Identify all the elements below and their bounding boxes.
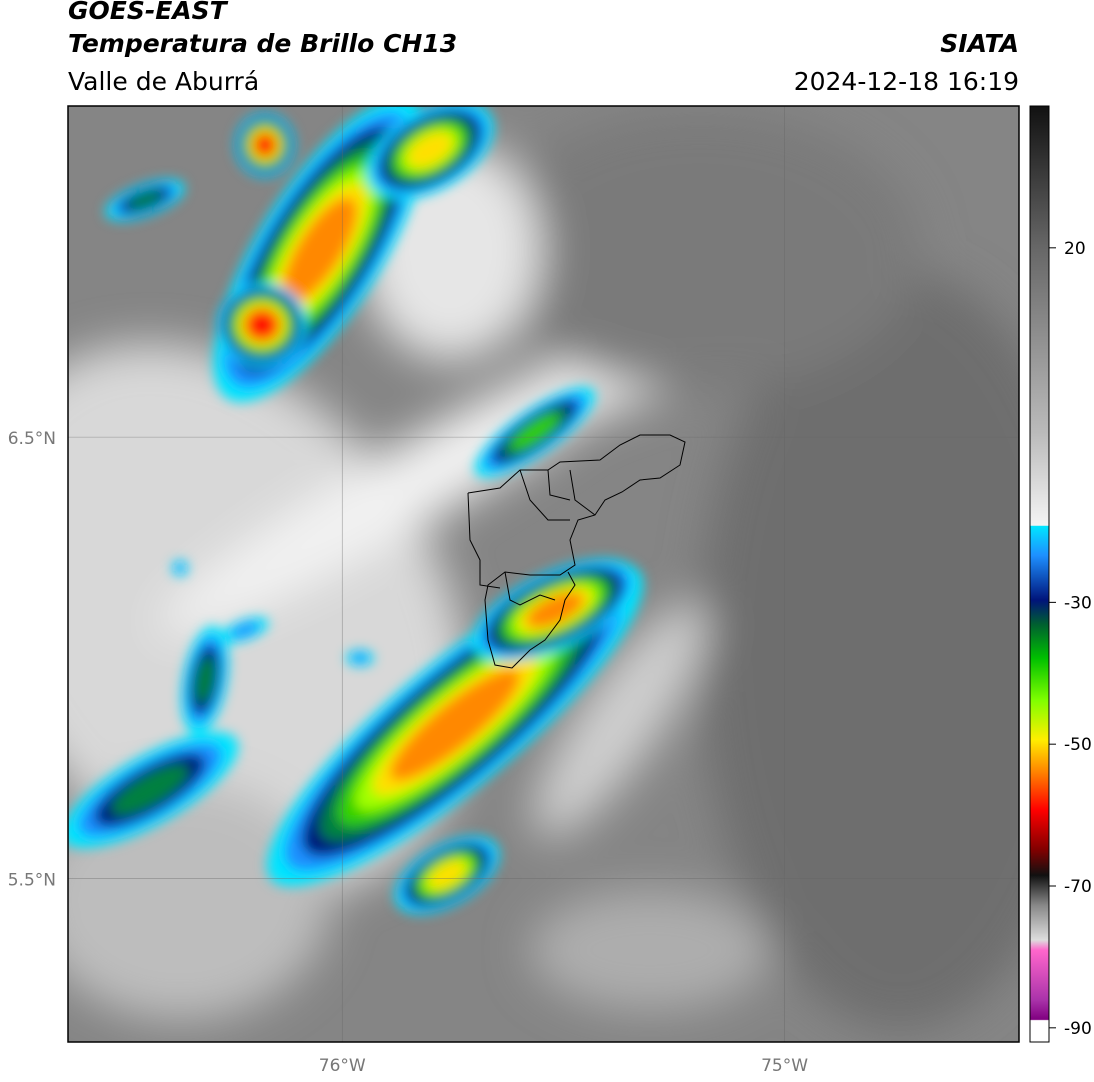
map-frame <box>67 105 1020 1043</box>
x-tick-label: 75°W <box>761 1056 808 1076</box>
cloud-level <box>510 413 560 451</box>
cloud-level <box>526 592 584 628</box>
datetime: 2024-12-18 16:19 <box>794 67 1019 96</box>
cloud-level <box>111 764 189 816</box>
colorbar-tick-label: 20 <box>1064 239 1086 259</box>
grid <box>68 106 1019 1042</box>
axes: 76°W 75°W 5.5°N 6.5°N 20 -30 -50 -70 -90 <box>8 239 1092 1076</box>
shade <box>480 110 920 390</box>
boundary <box>467 434 686 669</box>
colorbar <box>1029 105 1050 1043</box>
cloud-level <box>407 132 453 168</box>
satellite: GOES-EAST <box>68 0 229 25</box>
product: Temperatura de Brillo CH13 <box>68 29 457 58</box>
boundary <box>467 492 501 589</box>
cloud-level <box>127 190 163 210</box>
cloud-level <box>255 134 275 156</box>
cloud-level <box>351 653 369 663</box>
shade <box>68 780 330 1020</box>
colorbar-tick-label: -30 <box>1064 593 1092 613</box>
cloud-tops <box>68 106 644 914</box>
municipal-boundaries <box>467 434 686 669</box>
cloud-level <box>175 563 185 573</box>
cloud-level <box>283 197 357 303</box>
region: Valle de Aburrá <box>68 67 259 96</box>
colorbar-tick-label: -50 <box>1064 735 1092 755</box>
x-tick-label: 76°W <box>319 1056 366 1076</box>
source: SIATA <box>940 29 1019 58</box>
cloud-level <box>390 669 520 781</box>
colorbar-tick-label: -70 <box>1064 877 1092 897</box>
cloud-level <box>428 861 466 889</box>
y-tick-label: 5.5°N <box>8 871 56 891</box>
cloud-level <box>230 622 260 638</box>
y-tick-label: 6.5°N <box>8 429 56 449</box>
shade <box>533 603 707 837</box>
shade <box>700 270 1019 1030</box>
cloud-level <box>247 311 277 339</box>
colorbar-tick-label: -90 <box>1064 1019 1092 1039</box>
cloud-level <box>194 656 216 704</box>
map-image <box>68 106 1019 1042</box>
boundary <box>504 469 596 606</box>
shade <box>530 890 770 1010</box>
